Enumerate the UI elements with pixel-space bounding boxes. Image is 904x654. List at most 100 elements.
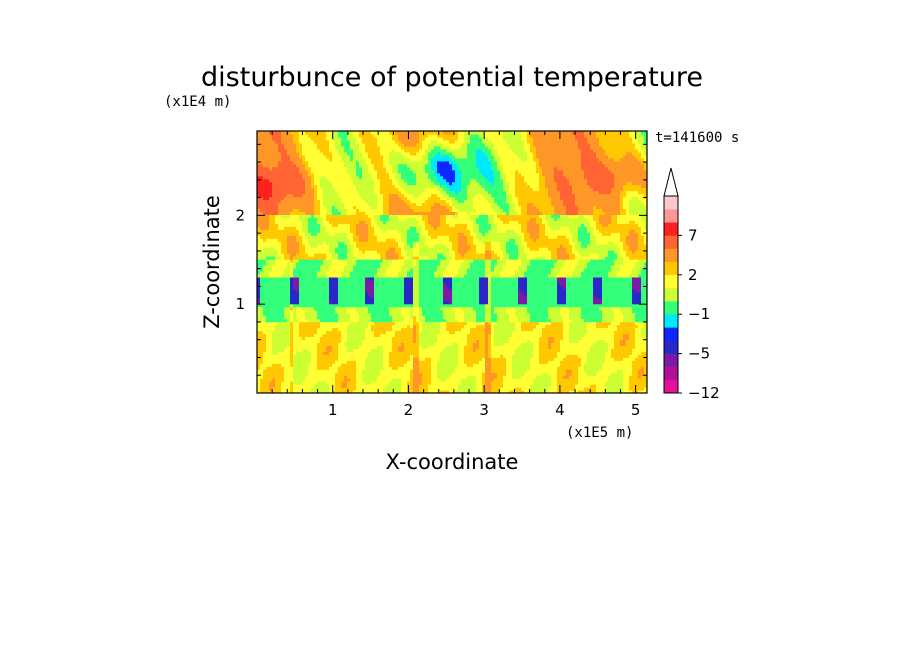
field-cell <box>407 190 423 195</box>
field-cell <box>299 208 315 212</box>
field-cell <box>389 357 411 361</box>
field-cell <box>587 360 606 364</box>
field-cell <box>293 256 327 260</box>
field-cell <box>491 267 495 272</box>
field-cell <box>398 256 405 260</box>
field-cell <box>521 172 540 177</box>
field-cell <box>356 381 366 385</box>
field-cell <box>599 217 612 221</box>
field-cell <box>611 190 621 195</box>
field-cell <box>482 241 486 245</box>
field-cell <box>293 339 321 343</box>
field-cell <box>272 339 291 343</box>
field-cell <box>332 259 348 263</box>
field-cell <box>503 166 537 171</box>
field-cell <box>356 160 360 165</box>
field-cell <box>464 199 474 204</box>
field-cell <box>623 369 633 373</box>
field-cell <box>521 205 528 210</box>
field-cell <box>476 250 486 254</box>
field-cell <box>572 270 582 275</box>
field-cell <box>311 136 327 141</box>
field-cell <box>260 363 273 367</box>
field-cell <box>578 145 591 150</box>
field-cell <box>641 276 647 281</box>
field-cell <box>335 309 348 314</box>
field-cell <box>449 250 456 254</box>
field-cell <box>329 250 336 254</box>
field-cell <box>413 315 417 320</box>
field-cell <box>542 211 555 215</box>
field-cell <box>371 324 393 329</box>
field-cell <box>353 178 375 183</box>
field-cell <box>644 202 647 207</box>
field-cell <box>548 309 561 314</box>
field-cell <box>569 330 588 335</box>
field-cell <box>431 369 438 373</box>
field-cell <box>293 309 297 314</box>
field-cell <box>326 229 351 233</box>
field-cell <box>395 148 405 153</box>
field-cell <box>485 381 492 385</box>
field-cell <box>371 131 390 135</box>
field-cell <box>278 321 291 326</box>
field-cell <box>491 294 519 299</box>
field-cell <box>365 279 375 284</box>
field-cell <box>539 229 546 233</box>
field-cell <box>578 369 585 373</box>
field-cell <box>362 136 378 141</box>
field-cell <box>323 196 342 201</box>
field-cell <box>419 336 438 341</box>
field-cell <box>416 327 420 332</box>
field-cell <box>473 348 477 352</box>
field-cell <box>542 166 555 171</box>
field-cell <box>524 247 531 251</box>
field-cell <box>293 357 312 361</box>
field-cell <box>569 229 579 233</box>
field-cell <box>374 330 387 335</box>
field-cell <box>320 324 348 329</box>
field-cell <box>341 154 351 159</box>
field-cell <box>269 381 276 385</box>
field-cell <box>308 223 321 227</box>
field-cell <box>425 241 453 245</box>
field-cell <box>410 315 414 320</box>
field-cell <box>389 172 396 177</box>
field-cell <box>437 375 450 379</box>
field-cell <box>518 244 525 248</box>
field-cell <box>269 131 282 135</box>
field-cell <box>578 226 588 230</box>
field-cell <box>290 321 294 326</box>
field-cell <box>542 330 564 335</box>
field-cell <box>437 366 456 370</box>
field-cell <box>629 199 642 204</box>
field-cell <box>485 324 492 329</box>
field-cell <box>422 232 429 236</box>
field-cell <box>281 256 285 260</box>
field-cell <box>419 387 429 391</box>
field-cell <box>497 312 510 317</box>
field-cell <box>491 306 495 311</box>
field-cell <box>485 256 492 260</box>
field-cell <box>485 318 492 323</box>
field-cell <box>365 330 375 335</box>
field-cell <box>332 327 339 332</box>
field-cell <box>530 366 558 370</box>
field-cell <box>431 193 438 198</box>
field-cell <box>314 187 318 192</box>
field-cell <box>536 154 582 159</box>
field-cell <box>260 381 270 385</box>
field-cell <box>461 172 483 177</box>
field-cell <box>605 360 633 364</box>
field-cell <box>401 327 414 332</box>
field-cell <box>302 151 324 156</box>
field-cell <box>419 300 444 305</box>
field-cell <box>623 384 630 388</box>
field-cell <box>527 300 558 305</box>
field-cell <box>335 250 348 254</box>
field-cell <box>374 226 381 230</box>
field-cell <box>431 205 447 210</box>
field-cell <box>584 133 597 138</box>
field-cell <box>305 244 312 248</box>
field-cell <box>608 348 612 352</box>
